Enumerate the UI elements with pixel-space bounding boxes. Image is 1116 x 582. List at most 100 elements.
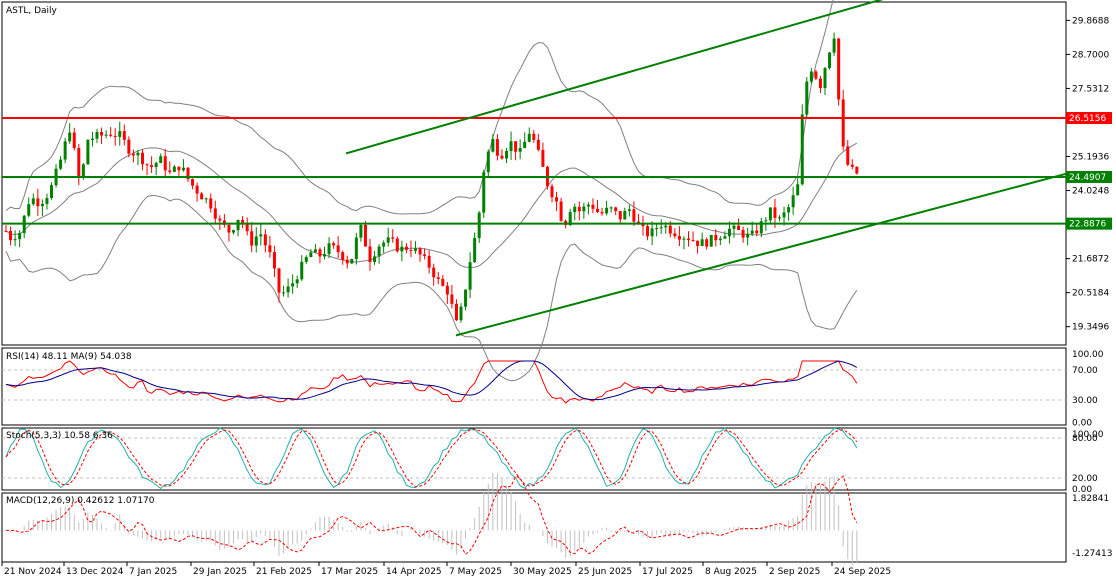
candle-body [850,164,854,167]
candle-body [582,206,586,212]
candle-body [814,71,818,79]
candle-body [313,249,317,253]
candle-body [759,221,763,234]
candle-body [272,252,276,269]
candle-body [363,225,367,247]
candle-body [168,170,172,172]
candle-body [718,238,722,241]
candle-body [113,135,117,137]
x-axis-label: 7 Jan 2025 [129,567,177,577]
candle-body [782,212,786,218]
main-chart-title: ASTL, Daily [6,6,58,16]
candle-body [373,256,377,263]
rsi-axis-label: 30.00 [1072,396,1098,406]
stoch-signal-line [5,429,858,488]
candle-body [177,166,181,171]
bollinger-lower-band [5,194,858,382]
candle-body [204,198,208,200]
candle-body [768,207,772,221]
x-axis-label: 7 May 2025 [449,567,502,577]
candle-body [682,238,686,240]
candle-body [404,246,408,250]
candle-body [828,52,832,69]
candle-body [141,152,144,165]
candle-body [527,133,531,142]
candle-body [477,212,481,238]
candle-body [81,164,85,178]
candle-body [818,78,822,89]
candle-body [227,224,231,233]
candle-body [609,207,613,209]
candle-body [127,139,131,154]
trend-line [455,172,1067,337]
candle-body [59,159,63,169]
candle-body [254,236,258,246]
candle-body [341,252,345,260]
candle-body [468,262,472,290]
candle-body [427,255,431,268]
rsi-axis-label: 0.00 [1072,419,1092,429]
macd-title: MACD(12,26,9) 0.42612 1.07170 [6,496,155,506]
trend-line [345,0,884,155]
rsi-axis-label: 100.00 [1072,350,1104,360]
x-axis-label: 30 May 2025 [513,567,572,577]
pane-main-frame [1,1,1067,346]
pane-sto-frame [1,427,1067,491]
candle-body [846,146,850,165]
candle-body [691,240,695,242]
candle-body [514,141,518,152]
candle-body [664,225,668,228]
x-axis-label: 14 Apr 2025 [386,567,442,577]
candle-body [778,217,781,219]
candle-body [386,237,390,243]
level-price-label: 26.5156 [1069,114,1106,124]
candle-body [837,38,841,100]
x-axis-label: 21 Nov 2024 [4,567,62,577]
candle-body [154,162,158,168]
candle-body [746,233,750,238]
x-axis-label: 8 Aug 2025 [705,567,757,577]
candle-body [805,81,809,115]
candle-body [90,138,94,140]
candle-body [400,246,404,252]
macd-axis-label: 1.82841 [1072,494,1109,504]
candle-body [677,236,681,240]
candle-body [72,132,76,149]
candle-body [445,285,449,295]
candle-body [36,198,40,207]
candle-body [295,279,299,284]
candle-body [450,294,454,304]
candle-body [541,149,545,167]
candle-body [600,212,604,214]
candle-body [623,210,627,220]
candle-body [568,212,572,226]
stoch-axis-label: 20.00 [1072,474,1098,484]
candle-body [809,71,813,82]
candle-body [150,165,154,168]
x-axis-label: 29 Jan 2025 [193,567,247,577]
candle-body [350,258,354,264]
stoch-axis-label: 80.00 [1072,434,1098,444]
candle-body [395,238,399,252]
candle-body [159,156,163,163]
candle-body [436,277,440,279]
candle-body [627,209,631,211]
level-price-tag [1066,112,1112,125]
candle-body [737,225,741,230]
x-axis-label: 21 Feb 2025 [256,567,312,577]
stoch-axis-label: 0.00 [1072,485,1092,495]
candle-body [855,166,859,174]
level-price-tag [1066,217,1112,230]
candle-body [418,248,422,255]
level-price-label: 22.8876 [1069,220,1106,230]
candle-body [236,219,240,231]
candle-body [755,230,759,234]
y-axis-label: 20.5184 [1072,289,1109,299]
candle-body [118,131,122,137]
candle-body [796,184,800,196]
pane-macd-frame [1,492,1067,563]
x-axis-label: 13 Dec 2024 [66,567,124,577]
candle-body [614,207,618,212]
candle-body [709,234,713,247]
candle-body [50,185,53,198]
